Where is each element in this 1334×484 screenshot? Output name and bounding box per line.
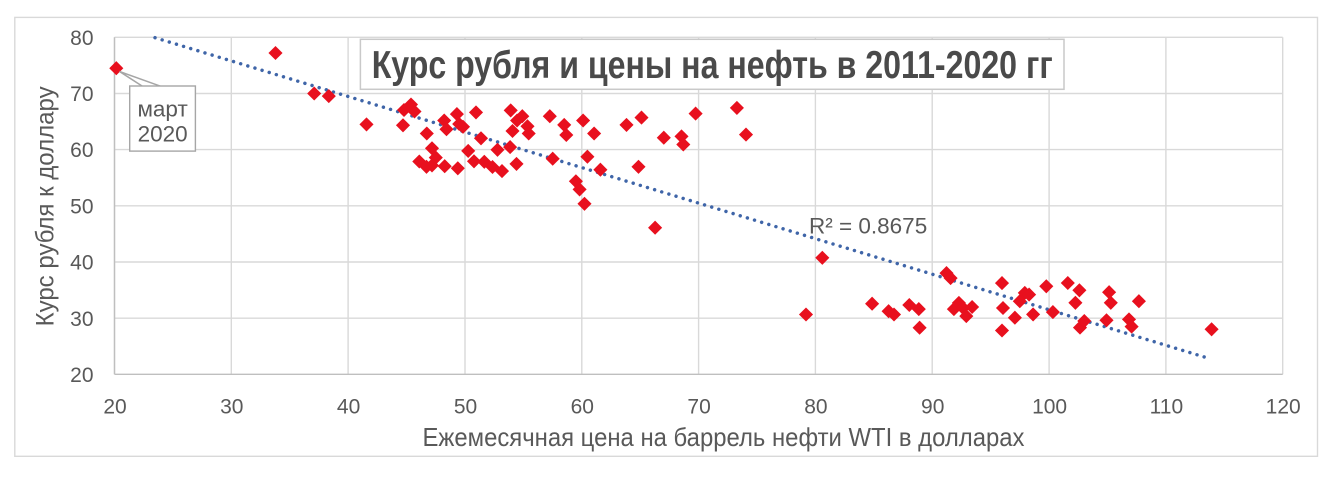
svg-text:100: 100: [1032, 395, 1067, 418]
svg-text:70: 70: [687, 395, 710, 418]
svg-text:50: 50: [70, 195, 93, 218]
svg-text:2020: 2020: [138, 122, 188, 147]
svg-text:40: 40: [70, 252, 93, 275]
svg-text:70: 70: [70, 83, 93, 106]
svg-text:20: 20: [70, 364, 93, 387]
svg-text:40: 40: [337, 395, 360, 418]
svg-text:20: 20: [103, 395, 126, 418]
svg-text:60: 60: [70, 139, 93, 162]
svg-text:120: 120: [1266, 395, 1301, 418]
svg-text:80: 80: [70, 27, 93, 50]
svg-text:80: 80: [804, 395, 827, 418]
svg-text:Курс рубля и цены на нефть в 2: Курс рубля и цены на нефть в 2011-2020 г…: [372, 44, 1053, 87]
svg-text:50: 50: [454, 395, 477, 418]
svg-text:30: 30: [220, 395, 243, 418]
svg-text:Ежемесячная цена на баррель не: Ежемесячная цена на баррель нефти WTI в …: [423, 422, 1025, 452]
svg-text:90: 90: [921, 395, 944, 418]
svg-text:60: 60: [571, 395, 594, 418]
svg-text:Курс рубля к доллару: Курс рубля к доллару: [32, 86, 60, 326]
svg-text:30: 30: [70, 308, 93, 331]
svg-text:R² = 0.8675: R² = 0.8675: [809, 214, 927, 239]
svg-text:110: 110: [1150, 395, 1183, 418]
svg-text:март: март: [137, 97, 187, 122]
